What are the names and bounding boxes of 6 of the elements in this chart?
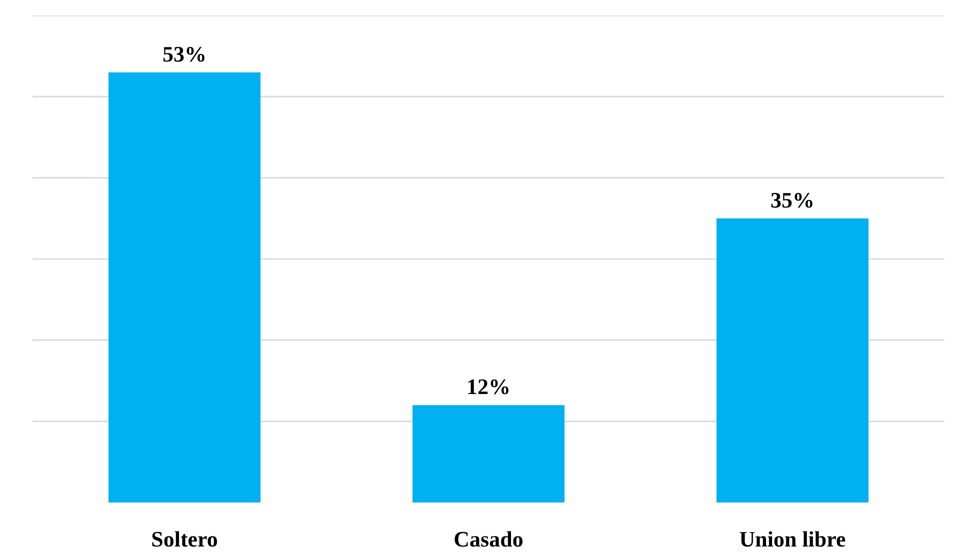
- x-tick-label: Casado: [454, 526, 524, 552]
- data-label: 53%: [162, 41, 206, 66]
- x-tick-label: Union libre: [739, 526, 846, 552]
- x-tick-label: Soltero: [151, 526, 218, 552]
- data-label: 12%: [466, 374, 510, 400]
- data-label: 35%: [770, 187, 814, 212]
